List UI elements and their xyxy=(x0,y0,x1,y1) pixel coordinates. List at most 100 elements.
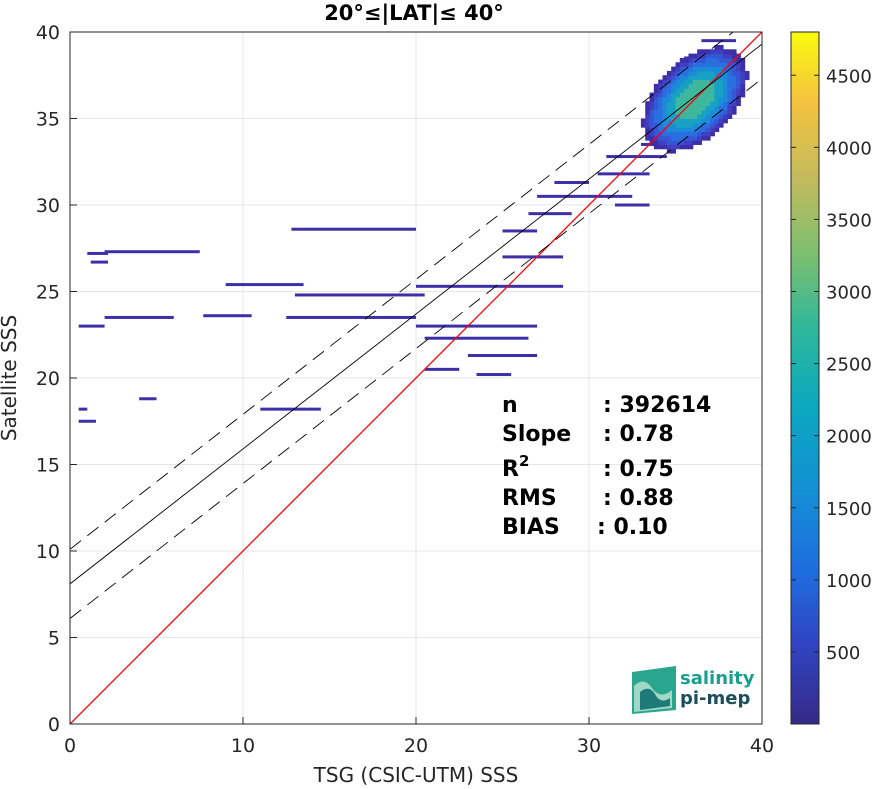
density-cell xyxy=(718,66,724,72)
density-cell xyxy=(684,92,689,98)
density-cell xyxy=(684,75,689,81)
density-cell xyxy=(653,131,659,137)
density-cell xyxy=(658,118,664,124)
colorbar-tick-label: 4000 xyxy=(826,138,872,159)
density-cell xyxy=(658,96,664,102)
reference-line-fit-upper xyxy=(70,32,734,550)
y-tick-label: 35 xyxy=(36,109,60,131)
stat-n-label: n xyxy=(502,393,518,418)
density-cell xyxy=(679,135,685,141)
density-cell xyxy=(692,92,698,98)
density-cell xyxy=(731,66,737,72)
stat-n-value: : 392614 xyxy=(603,393,711,418)
density-cell xyxy=(692,70,698,76)
density-cell xyxy=(658,140,664,145)
density-cell xyxy=(688,62,694,68)
density-cell xyxy=(688,66,694,72)
colorbar-tick-label: 1500 xyxy=(826,499,872,520)
density-cell xyxy=(645,109,651,115)
density-cell xyxy=(640,118,646,124)
density-cell xyxy=(710,70,715,76)
density-cell xyxy=(701,57,707,63)
density-cell xyxy=(653,127,659,132)
stat-r2-superscript: 2 xyxy=(519,452,529,470)
density-cell xyxy=(705,66,711,72)
density-cell xyxy=(727,70,733,76)
density-cell xyxy=(692,88,698,94)
density-cell xyxy=(705,92,711,98)
density-cell xyxy=(662,131,668,137)
density-cell xyxy=(710,101,715,107)
density-cell xyxy=(662,114,668,119)
density-cell xyxy=(671,114,676,119)
density-cell xyxy=(692,131,698,137)
density-cell xyxy=(714,62,720,68)
colorbar-tick-label: 2500 xyxy=(826,355,872,376)
colorbar-ticks: 500 1000 1500 2000 2500 3000 3500 4000 4500 xyxy=(791,66,872,664)
density-cell xyxy=(705,118,711,124)
density-cell xyxy=(684,62,689,68)
density-cell xyxy=(684,83,689,89)
density-segment xyxy=(416,324,538,328)
density-cell xyxy=(697,83,702,89)
density-cell xyxy=(723,70,728,76)
density-cell xyxy=(645,114,651,119)
density-cell xyxy=(666,135,672,141)
density-cell xyxy=(723,118,728,124)
density-cell xyxy=(697,62,702,68)
density-cell xyxy=(675,105,681,111)
density-cell xyxy=(744,70,750,76)
density-cell xyxy=(697,109,702,115)
density-segment xyxy=(104,315,174,319)
x-tick-label: 10 xyxy=(231,735,255,757)
density-cell xyxy=(701,96,707,102)
density-segment xyxy=(537,194,633,198)
density-cell xyxy=(692,75,698,81)
density-cell xyxy=(688,118,694,124)
density-cell xyxy=(705,57,711,63)
density-cell xyxy=(679,57,685,63)
density-cell xyxy=(714,70,720,76)
density-cell xyxy=(701,114,707,119)
density-cell xyxy=(714,49,720,55)
density-cell xyxy=(679,92,685,98)
density-cell xyxy=(658,101,664,107)
density-cell xyxy=(731,83,737,89)
density-cell xyxy=(692,53,698,59)
density-cell xyxy=(714,57,720,63)
stat-r2-letter: R xyxy=(502,457,519,482)
density-cell xyxy=(705,127,711,132)
density-cell xyxy=(723,109,728,115)
density-cell xyxy=(662,92,668,98)
density-cell xyxy=(710,105,715,111)
density-cell xyxy=(705,109,711,115)
y-tick-label: 5 xyxy=(48,628,60,650)
density-cell xyxy=(662,144,668,150)
density-cell xyxy=(675,83,681,89)
density-cell xyxy=(692,101,698,107)
density-cell xyxy=(653,144,659,150)
density-cell xyxy=(731,105,737,111)
density-segment xyxy=(701,39,737,43)
density-cell xyxy=(675,140,681,145)
density-cell xyxy=(731,88,737,94)
reference-line-identity xyxy=(70,32,762,724)
density-cell xyxy=(666,140,672,145)
density-cell xyxy=(688,79,694,85)
density-cell xyxy=(705,79,711,85)
density-cell xyxy=(705,114,711,119)
density-cell xyxy=(640,122,646,128)
density-cell xyxy=(688,53,694,59)
density-cell xyxy=(692,109,698,115)
y-tick-label: 20 xyxy=(36,368,60,390)
density-cell xyxy=(723,92,728,98)
density-cell xyxy=(718,105,724,111)
density-cell xyxy=(740,75,746,81)
density-cell xyxy=(723,88,728,94)
density-cell xyxy=(697,57,702,63)
density-cell xyxy=(701,122,707,128)
density-cell xyxy=(675,101,681,107)
density-segment xyxy=(225,283,304,287)
density-cell xyxy=(679,118,685,124)
stat-slope-label: Slope xyxy=(502,422,571,447)
